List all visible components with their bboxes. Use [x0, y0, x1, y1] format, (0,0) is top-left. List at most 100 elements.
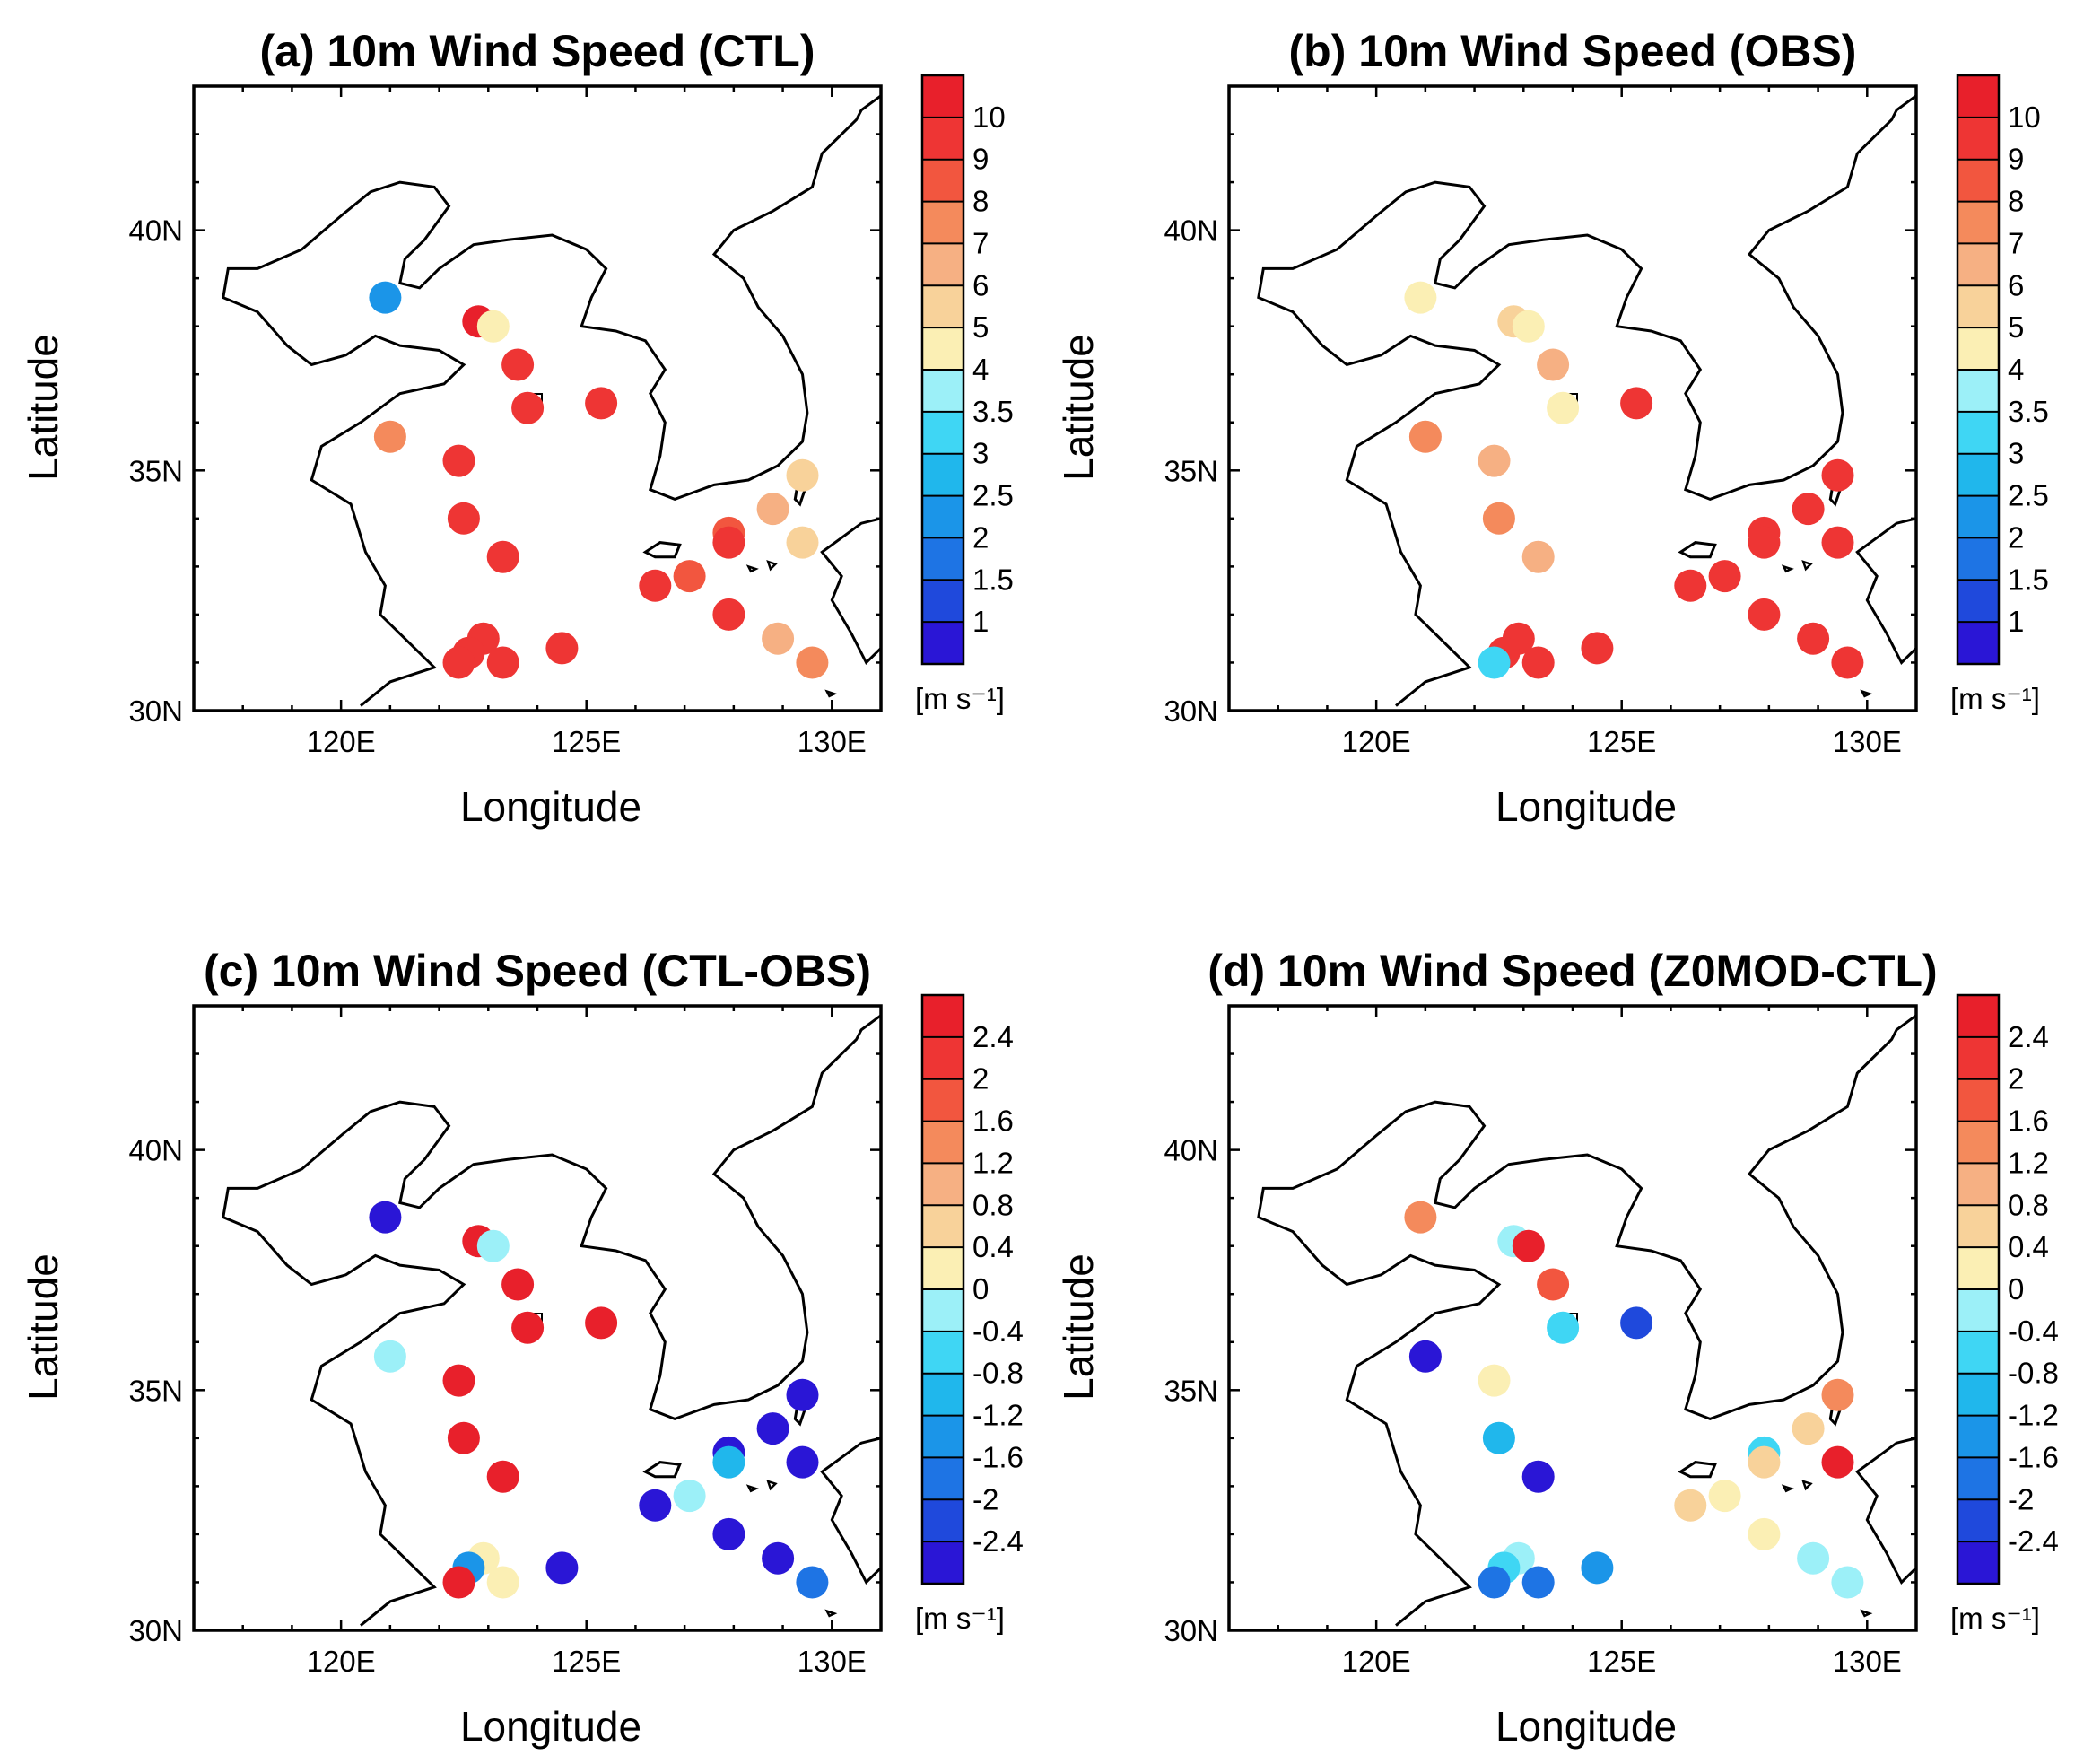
- colorbar-segment: [1957, 75, 1999, 118]
- colorbar-segment: [922, 580, 963, 623]
- y-tick-label: 30N: [1164, 694, 1218, 728]
- colorbar-segment: [1957, 411, 1999, 455]
- colorbar: -2.4 -2 -1.6 -1.2 -0.8 -0.4 0 0.4 0.8 1.2 1.6 2 2.4 […: [915, 993, 1024, 1635]
- x-tick-label: 130E: [1833, 1645, 1902, 1678]
- y-axis-label: Latitude: [1055, 1253, 1102, 1401]
- colorbar-segment: [1957, 1331, 1999, 1375]
- data-point: [1478, 1364, 1511, 1397]
- data-point: [712, 598, 745, 631]
- colorbar-label: 8: [972, 185, 989, 218]
- data-point: [1821, 526, 1854, 559]
- data-point: [369, 281, 402, 314]
- colorbar-frame: [920, 993, 965, 1585]
- data-point: [1404, 1201, 1437, 1234]
- data-point: [1512, 310, 1545, 343]
- colorbar-label: -1.2: [972, 1399, 1024, 1432]
- data-point: [786, 458, 819, 492]
- data-point: [442, 444, 475, 477]
- colorbar-segment: [922, 411, 963, 455]
- colorbar-frame: [1956, 74, 2001, 666]
- data-point: [1831, 646, 1864, 679]
- colorbar-label: 2.4: [2008, 1020, 2049, 1053]
- colorbar-segment: [1957, 622, 1999, 665]
- data-point: [1478, 646, 1511, 679]
- colorbar-segment: [922, 201, 963, 244]
- colorbar-label: 3: [2008, 437, 2024, 470]
- colorbar-segment: [922, 1205, 963, 1248]
- colorbar-segment: [922, 1499, 963, 1542]
- colorbar-segment: [922, 495, 963, 538]
- islet: [1801, 560, 1813, 572]
- data-point: [442, 1566, 475, 1599]
- colorbar-label: 4: [972, 353, 989, 386]
- colorbar-label: 2.5: [2008, 479, 2049, 512]
- data-point: [1748, 598, 1781, 631]
- x-axis-label: Longitude: [460, 783, 641, 830]
- panel-title: (c) 10m Wind Speed (CTL-OBS): [204, 946, 871, 996]
- colorbar-label: -1.6: [2008, 1440, 2059, 1473]
- x-tick-label: 130E: [798, 1645, 867, 1678]
- data-point: [762, 1541, 795, 1575]
- colorbar-segment: [922, 1163, 963, 1206]
- data-point: [786, 526, 819, 559]
- colorbar-label: 5: [2008, 310, 2024, 344]
- data-point: [486, 646, 519, 679]
- data-point: [1821, 1445, 1854, 1479]
- colorbar-label: 0.4: [972, 1230, 1014, 1263]
- islet: [766, 560, 778, 572]
- colorbar-segment: [1957, 1247, 1999, 1290]
- data-point: [1792, 493, 1825, 526]
- colorbar-label: -1.6: [972, 1440, 1024, 1473]
- map-layer: [1257, 1014, 1916, 1627]
- colorbar-label: 1: [972, 605, 989, 638]
- data-point: [1547, 1311, 1580, 1344]
- colorbar-label: 1.5: [2008, 563, 2049, 596]
- colorbar-label: 0: [972, 1272, 989, 1306]
- panel-b: (b) 10m Wind Speed (OBS) 120E 125E 130E 30N 3…: [1055, 26, 2049, 830]
- colorbar-segment: [922, 1036, 963, 1080]
- colorbar: -2.4 -2 -1.6 -1.2 -0.8 -0.4 0 0.4 0.8 1.2 1.6 2 2.4 […: [1950, 993, 2059, 1635]
- data-point: [1581, 1551, 1614, 1585]
- colorbar-segment: [1957, 1415, 1999, 1458]
- x-tick-label: 130E: [1833, 725, 1902, 758]
- colorbar-label: 3.5: [972, 395, 1014, 428]
- coastline-kyushu: [820, 517, 881, 666]
- colorbar-frame: [920, 74, 965, 666]
- data-point: [1408, 420, 1442, 453]
- panel-title: (d) 10m Wind Speed (Z0MOD-CTL): [1208, 946, 1937, 996]
- colorbar-label: -0.4: [2008, 1314, 2059, 1348]
- islet: [1781, 564, 1794, 573]
- data-point: [786, 1445, 819, 1479]
- data-point: [639, 569, 672, 602]
- data-point: [442, 1364, 475, 1397]
- data-point: [1478, 1566, 1511, 1599]
- islet: [1801, 1480, 1813, 1491]
- data-point: [712, 526, 745, 559]
- colorbar-segment: [1957, 537, 1999, 581]
- colorbar-segment: [1957, 243, 1999, 286]
- colorbar-segment: [1957, 1163, 1999, 1206]
- data-point: [1482, 502, 1515, 535]
- x-tick-label: 130E: [798, 725, 867, 758]
- data-point: [373, 1340, 406, 1373]
- colorbar-segment: [922, 1373, 963, 1417]
- data-point: [585, 387, 618, 420]
- colorbar-segment: [922, 159, 963, 203]
- colorbar-label: 0.8: [2008, 1188, 2049, 1221]
- coastline: [222, 1014, 881, 1627]
- coastline: [1257, 94, 1916, 707]
- x-tick-label: 125E: [1587, 1645, 1656, 1678]
- data-point: [1708, 1480, 1741, 1513]
- coastline-kyushu: [1855, 1437, 1916, 1585]
- colorbar-label: 7: [972, 226, 989, 259]
- colorbar-segment: [1957, 580, 1999, 623]
- data-point: [442, 646, 475, 679]
- data-point: [545, 632, 579, 665]
- colorbar-label: 10: [2008, 100, 2041, 134]
- panel-c: (c) 10m Wind Speed (CTL-OBS) 120E 125E 130E…: [20, 946, 1024, 1750]
- colorbar-segment: [1957, 370, 1999, 413]
- panel-a: (a) 10m Wind Speed (CTL) 120E 125E 130E 30N 3…: [20, 26, 1014, 830]
- colorbar-segment: [922, 327, 963, 371]
- y-tick-label: 30N: [128, 694, 183, 728]
